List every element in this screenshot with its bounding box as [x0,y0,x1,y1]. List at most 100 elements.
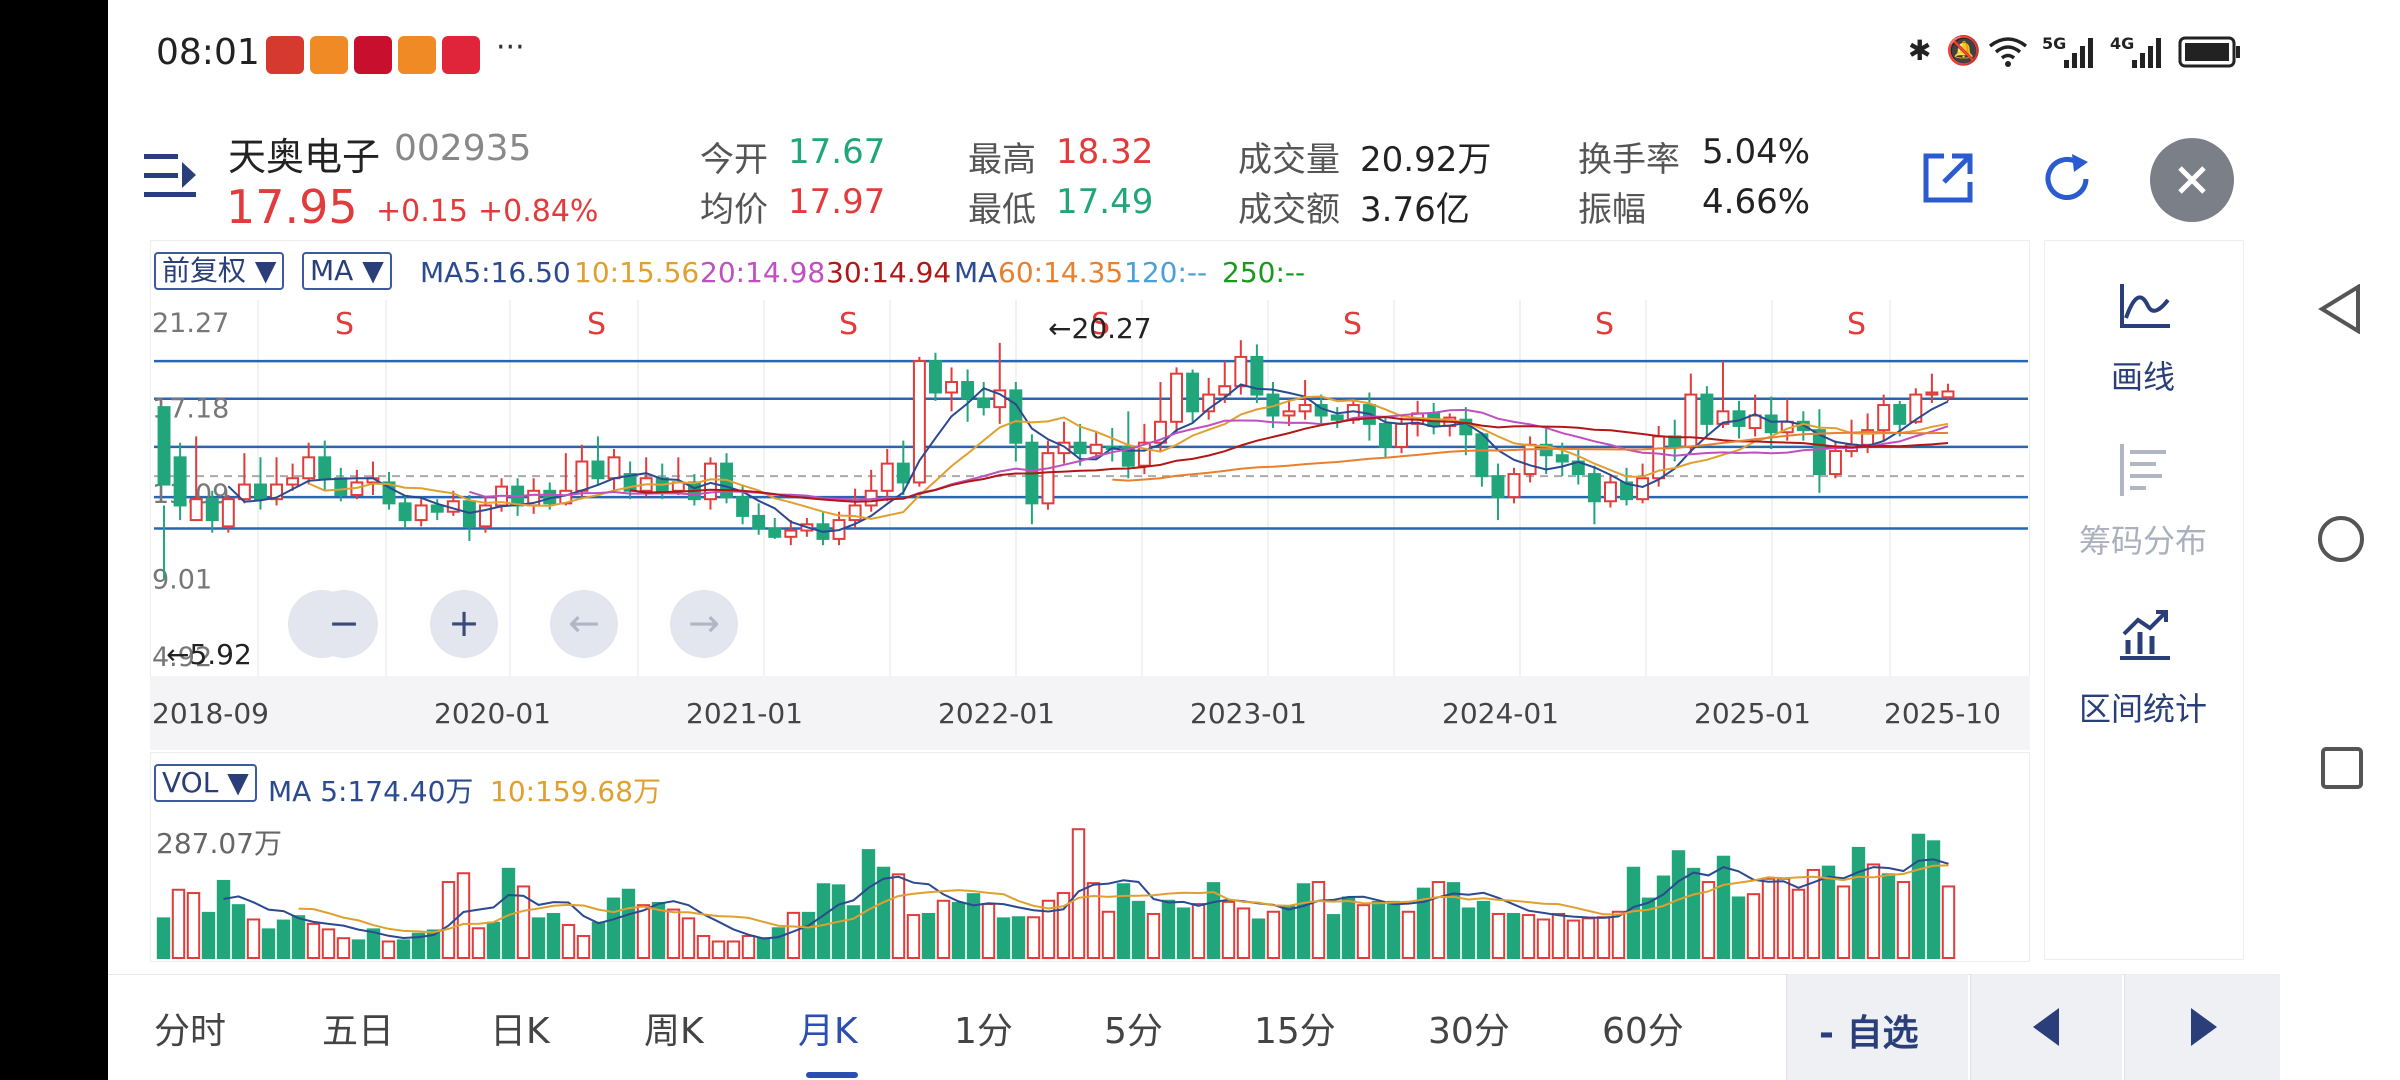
zoom-in-button[interactable]: + [430,590,498,658]
ma30-legend: 30:14.94 [826,256,952,289]
refresh-icon[interactable] [2038,150,2096,208]
volume-bar [921,912,936,960]
tab-5min[interactable]: 5分 [1104,1011,1163,1052]
volume-bar [1836,885,1851,960]
chip-distribution-label: 筹码分布 [2078,522,2207,560]
app-notification-icon [310,36,348,74]
pan-left-button[interactable]: ← [550,590,618,658]
candle-body [1009,389,1023,444]
x-axis-label: 2023-01 [1190,697,1307,730]
volume-bar [891,873,906,959]
close-icon [2178,166,2206,194]
volume-indicator-label: VOL [162,766,219,799]
volume-bar [1056,892,1071,959]
y-axis-label: 21.27 [152,308,229,339]
adjust-select[interactable]: 前复权 ▼ [154,252,285,290]
volume-ma10-line [298,864,1949,934]
volume-bar [1461,907,1476,959]
candle-body [398,502,412,522]
ma60-legend: 60:14.35 [998,256,1124,289]
candle-body [1330,414,1344,421]
volume-bar [1581,917,1596,959]
tab-time-share[interactable]: 分时 [154,1011,227,1052]
next-stock-button[interactable] [2124,974,2280,1080]
range-stats-icon [2120,610,2170,660]
candle-body [1282,410,1296,417]
x-axis-label: 2022-01 [938,697,1055,730]
volume-bar [711,940,726,959]
tab-daily-k[interactable]: 日K [490,1011,550,1052]
candle-body [414,504,428,522]
volume-bar [1716,855,1731,959]
candle-body [993,389,1007,409]
candle-body [479,504,492,528]
kline-panel [150,240,2030,750]
ma10-line [308,395,1949,520]
candle-body [286,477,300,486]
zoom-out-button[interactable]: − [310,590,378,658]
volume-bar [1566,919,1581,960]
y-axis-label: 9.01 [152,564,212,595]
stock-price: 17.95 [226,180,358,234]
draw-line-tool[interactable]: 画线 [2048,270,2238,400]
tab-five-day[interactable]: 五日 [322,1011,395,1052]
chevron-down-icon: ▼ [254,254,277,287]
candle-body [302,456,316,480]
x-axis-label: 2024-01 [1442,697,1559,730]
x-axis-band [150,676,2030,750]
volume-bar [1536,918,1551,960]
candle-body [270,483,283,501]
tab-monthly-k[interactable]: 月K [798,1011,858,1052]
tab-60min[interactable]: 60分 [1602,1011,1684,1052]
volume-bar [1851,846,1866,959]
indicator-select[interactable]: MA ▼ [302,252,392,290]
candle-body [1475,433,1489,478]
candle-body [1636,477,1650,501]
x-axis-label: 2025-01 [1694,697,1811,730]
tab-30min[interactable]: 30分 [1428,1011,1510,1052]
candle-body [1234,355,1248,388]
volume-bar [1656,875,1671,960]
share-icon[interactable] [1920,150,1976,206]
nav-back-icon[interactable] [2318,284,2362,334]
volume-bar [966,893,981,960]
high-price-marker: ←20.27 [1048,312,1152,345]
volume-bar [936,899,951,959]
nav-recents-icon[interactable] [2320,746,2364,790]
volume-bar [351,939,366,960]
candle-body [237,483,251,501]
turnover-rate-label: 换手率 [1578,140,1680,180]
chevron-down-icon: ▼ [227,766,249,799]
tab-1min[interactable]: 1分 [954,1011,1013,1052]
close-button[interactable] [2150,138,2234,222]
candle-body [318,456,332,480]
arrow-left-icon [2033,1008,2059,1046]
tab-weekly-k[interactable]: 周K [644,1011,704,1052]
x-axis-label: 2020-01 [434,697,551,730]
menu-toggle-icon[interactable] [142,148,198,204]
chevron-down-icon: ▼ [362,254,384,287]
system-nav-bar [2280,0,2400,1080]
nav-home-icon[interactable] [2316,514,2366,564]
ma250-legend: 250:-- [1222,256,1306,289]
volume-bar [1911,833,1926,960]
volume-bar [771,927,786,960]
candle-body [430,504,444,513]
prev-stock-button[interactable] [1970,974,2122,1080]
add-watchlist-button[interactable]: - 自选 [1786,974,1968,1080]
candle-body [1620,481,1633,501]
tab-15min[interactable]: 15分 [1254,1011,1336,1052]
volume-bar [1671,850,1686,960]
range-stats-tool[interactable]: 区间统计 [2048,600,2238,730]
volume-value: 20.92万 [1360,140,1492,180]
candle-body [1587,473,1601,503]
pan-right-button[interactable]: → [670,590,738,658]
volume-bar [471,927,486,960]
battery-icon [2178,36,2240,68]
volume-indicator-select[interactable]: VOL ▼ [154,764,257,802]
volume-bar [1221,900,1236,960]
chip-distribution-tool[interactable]: 筹码分布 [2048,432,2238,562]
volume-bar [381,940,396,959]
volume-bar [1761,877,1776,960]
